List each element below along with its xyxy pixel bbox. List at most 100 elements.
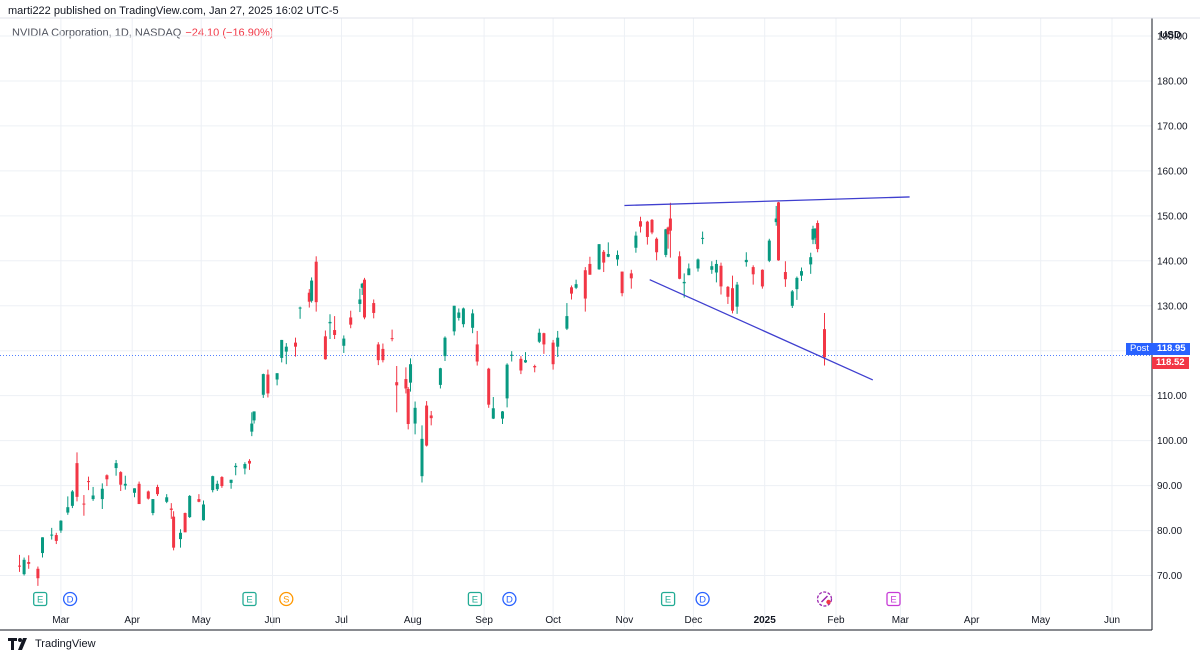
candle-body xyxy=(119,472,123,485)
candle xyxy=(248,459,251,470)
candle-body xyxy=(50,534,54,536)
candle-body xyxy=(491,408,495,419)
earnings-letter: E xyxy=(665,595,671,606)
candle xyxy=(202,500,205,521)
candle xyxy=(620,271,624,297)
x-tick-label: Mar xyxy=(52,615,70,626)
candle-body xyxy=(342,338,346,346)
candle-body xyxy=(349,317,353,325)
x-tick-label: Mar xyxy=(892,615,910,626)
candle-body xyxy=(307,292,311,302)
currency-label[interactable]: USD xyxy=(1160,30,1182,41)
candle-body xyxy=(551,342,555,365)
candle xyxy=(123,475,127,490)
candle-body xyxy=(266,374,270,394)
candle xyxy=(524,352,527,363)
candle-body xyxy=(100,488,104,500)
candle xyxy=(731,275,734,314)
candle-body xyxy=(372,303,376,313)
y-tick-label: 160.00 xyxy=(1157,166,1188,177)
candle xyxy=(565,303,569,331)
candle-body xyxy=(425,405,429,446)
candle xyxy=(409,358,412,392)
candle xyxy=(475,330,479,366)
y-tick-label: 90.00 xyxy=(1157,481,1182,492)
x-tick-label: May xyxy=(192,615,211,626)
candle xyxy=(438,367,442,389)
candle xyxy=(767,238,771,263)
candle-body xyxy=(75,463,79,497)
x-tick-label: Sep xyxy=(475,615,493,626)
candle xyxy=(266,369,270,398)
candle-body xyxy=(197,499,201,502)
x-tick-label: Jun xyxy=(1104,615,1120,626)
candle-body xyxy=(220,477,224,487)
last-price-tag: 118.52 xyxy=(1152,356,1189,369)
candle-body xyxy=(250,423,254,432)
candle xyxy=(188,495,192,518)
event-marker-E: E xyxy=(467,591,483,607)
candle-body xyxy=(36,568,40,579)
candle xyxy=(91,486,95,501)
candle xyxy=(284,343,288,365)
candle xyxy=(574,279,578,290)
candle xyxy=(261,373,265,398)
candle xyxy=(87,476,90,491)
candle xyxy=(314,256,318,312)
candle-body xyxy=(524,360,527,363)
tradingview-logo-icon xyxy=(8,638,27,650)
candle xyxy=(570,285,573,300)
candle xyxy=(197,494,201,503)
candle-body xyxy=(390,338,394,340)
axes xyxy=(0,17,1200,631)
earnings-icon xyxy=(33,591,48,607)
candle xyxy=(714,259,718,283)
candle xyxy=(376,342,380,366)
candle-body xyxy=(146,491,150,499)
candles xyxy=(18,201,826,586)
candle xyxy=(616,250,619,266)
candle xyxy=(645,220,649,245)
candle xyxy=(650,218,654,235)
candle-body xyxy=(360,283,364,288)
candle-body xyxy=(70,491,74,506)
candle xyxy=(655,237,659,261)
candle xyxy=(156,484,159,496)
candle xyxy=(551,339,555,370)
dividend-letter: D xyxy=(506,595,513,606)
candle-body xyxy=(501,411,504,419)
earnings-letter: E xyxy=(37,595,43,606)
candle-body xyxy=(333,330,337,335)
x-tick-label: 2025 xyxy=(754,615,777,626)
x-tick-label: Jun xyxy=(264,615,280,626)
y-tick-label: 110.00 xyxy=(1157,391,1187,402)
candle-body xyxy=(583,270,587,299)
candle-body xyxy=(395,382,399,386)
candle xyxy=(211,475,215,493)
candle-body xyxy=(606,254,610,257)
candle xyxy=(501,410,504,425)
candle xyxy=(358,288,362,313)
candle-body xyxy=(767,240,771,261)
candle xyxy=(215,480,219,491)
candle xyxy=(666,226,670,249)
candle-body xyxy=(280,339,284,358)
candle xyxy=(533,364,537,373)
y-tick-label: 140.00 xyxy=(1157,256,1188,267)
candle xyxy=(413,401,417,435)
candle-body xyxy=(234,465,238,468)
candle-body xyxy=(169,508,173,510)
x-tick-label: Jul xyxy=(335,615,348,626)
candle xyxy=(452,305,456,336)
candle xyxy=(735,281,739,314)
candle xyxy=(726,285,730,304)
candle xyxy=(310,277,314,303)
candle xyxy=(220,476,224,488)
candle-body xyxy=(314,261,318,303)
candle-body xyxy=(363,279,366,318)
candle-body xyxy=(620,271,624,294)
candle-body xyxy=(151,499,155,514)
candle-body xyxy=(726,286,730,297)
candle-body xyxy=(202,504,205,521)
